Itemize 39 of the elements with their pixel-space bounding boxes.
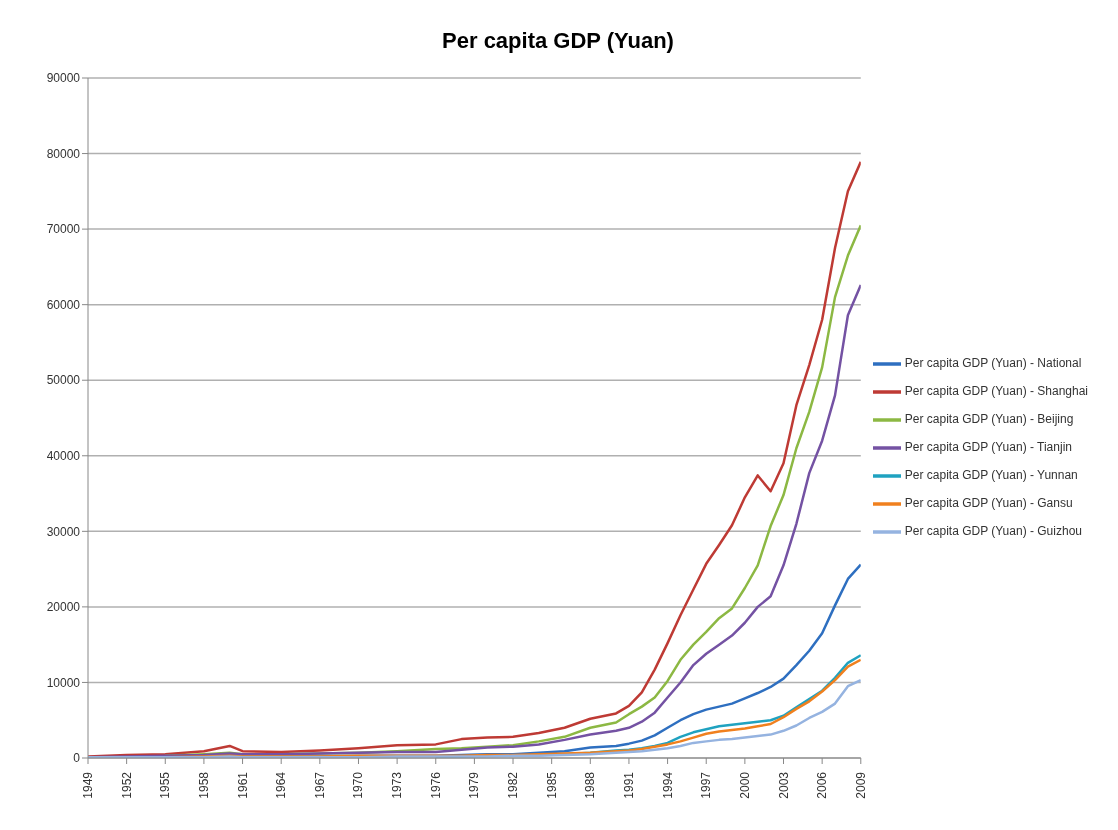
x-tick-label: 2003	[776, 771, 791, 799]
y-tick-label: 30000	[46, 524, 81, 539]
x-tick-label: 1967	[312, 771, 327, 799]
y-tick-label: 10000	[46, 675, 81, 690]
legend-label: Per capita GDP (Yuan) - Shanghai	[904, 384, 1088, 399]
x-tick-label: 2000	[737, 771, 752, 799]
legend-label: Per capita GDP (Yuan) - Guizhou	[904, 524, 1082, 539]
y-tick-label: 0	[73, 751, 81, 766]
x-tick-label: 2006	[815, 771, 830, 799]
y-tick-label: 60000	[46, 297, 81, 312]
x-tick-label: 1994	[660, 771, 675, 799]
x-tick-label: 1982	[506, 771, 521, 799]
x-tick-label: 1976	[428, 771, 443, 799]
y-tick-label: 40000	[46, 449, 81, 464]
x-tick-label: 2009	[853, 771, 868, 799]
y-tick-label: 70000	[46, 222, 81, 237]
x-tick-label: 1985	[544, 771, 559, 799]
x-tick-label: 1970	[351, 771, 366, 799]
chart-title: Per capita GDP (Yuan)	[441, 27, 675, 55]
x-tick-label: 1973	[390, 771, 405, 799]
y-tick-label: 20000	[46, 600, 81, 615]
x-tick-label: 1952	[119, 771, 134, 799]
legend-label: Per capita GDP (Yuan) - Gansu	[904, 496, 1073, 511]
legend-label: Per capita GDP (Yuan) - National	[904, 356, 1082, 371]
legend-label: Per capita GDP (Yuan) - Beijing	[904, 412, 1074, 427]
y-tick-label: 90000	[46, 71, 81, 86]
x-tick-label: 1955	[158, 771, 173, 799]
x-tick-label: 1991	[621, 771, 636, 799]
y-tick-label: 50000	[46, 373, 81, 388]
legend-label: Per capita GDP (Yuan) - Tianjin	[904, 440, 1072, 455]
legend-label: Per capita GDP (Yuan) - Yunnan	[904, 468, 1078, 483]
x-tick-label: 1979	[467, 771, 482, 799]
x-tick-label: 1949	[81, 771, 95, 799]
y-tick-label: 80000	[46, 146, 81, 161]
x-tick-label: 1997	[699, 771, 714, 799]
x-tick-label: 1964	[274, 771, 289, 799]
x-tick-label: 1958	[196, 771, 211, 799]
x-tick-label: 1961	[235, 771, 250, 799]
x-tick-label: 1988	[583, 771, 598, 799]
